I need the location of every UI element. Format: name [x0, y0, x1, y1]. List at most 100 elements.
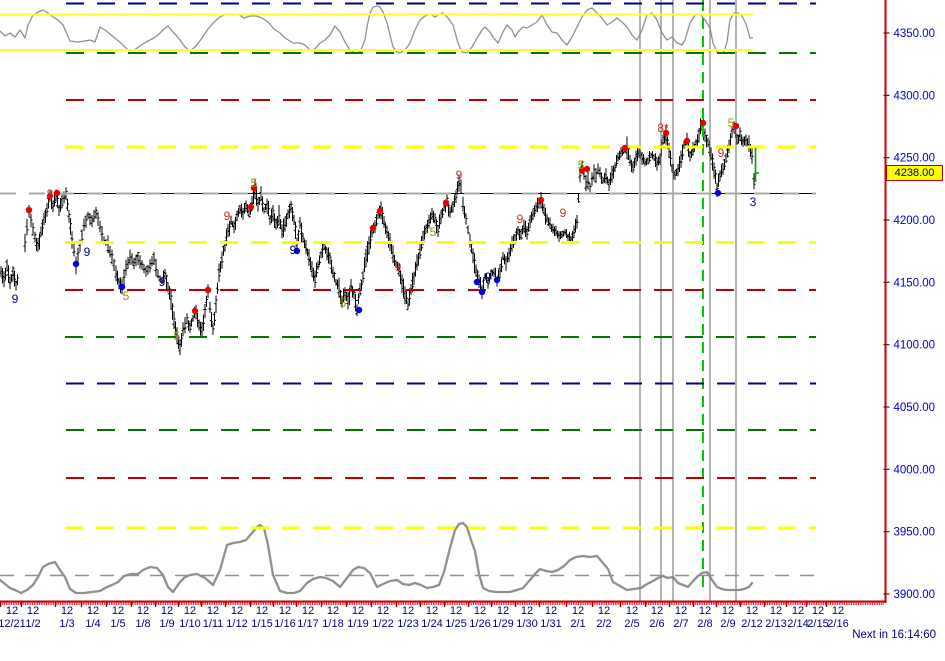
date-tick-label: 1/9 — [159, 618, 174, 630]
price-axis-label: 4100.00 — [894, 340, 936, 352]
swing-high-dot — [621, 144, 629, 152]
swing-low-dot — [355, 306, 363, 314]
swing-high-dot — [578, 166, 586, 174]
lower-oscillator-path — [0, 521, 754, 595]
next-bar-countdown: Next in 16:14:60 — [852, 629, 936, 641]
swing-high-dot — [53, 189, 61, 197]
hour-tick-label: 12 — [792, 605, 804, 617]
ohlc-bars-path[interactable] — [0, 118, 756, 355]
price-axis-label: 4200.00 — [894, 215, 936, 227]
date-tick-label: 1/10 — [179, 618, 200, 630]
next-bar-countdown-text: Next in 16:14:60 — [852, 629, 936, 641]
hour-tick-label: 12 — [722, 605, 734, 617]
hour-tick-label: 12 — [256, 605, 268, 617]
date-tick-label: 1/5 — [110, 618, 125, 630]
last-price-badge: 4238.00 — [886, 165, 943, 181]
lower-oscillator-line — [0, 521, 754, 595]
date-tick-label: 2/14 — [787, 618, 808, 630]
swing-high-dot — [732, 122, 740, 130]
date-tick-label: 1/11 — [203, 618, 224, 630]
count-label: 5 — [123, 289, 130, 303]
date-tick-label: 1/19 — [347, 618, 368, 630]
hour-tick-label: 12 — [231, 605, 243, 617]
hour-tick-label: 12 — [521, 605, 533, 617]
price-axis-label: 4250.00 — [894, 153, 936, 165]
volume-bars-path — [1, 553, 752, 600]
hour-tick-label: 12 — [626, 605, 638, 617]
date-tick-label: 1/3 — [59, 618, 74, 630]
hour-tick-label: 12 — [675, 605, 687, 617]
price-axis-label: 4300.00 — [894, 90, 936, 102]
price-bars[interactable] — [0, 118, 756, 355]
hour-tick-label: 12 — [161, 605, 173, 617]
hour-tick-label: 12 — [572, 605, 584, 617]
count-label: 9 — [159, 275, 166, 289]
count-label: 5 — [174, 329, 181, 343]
hour-tick-label: 12 — [832, 605, 844, 617]
hour-tick-label: 12 — [497, 605, 509, 617]
swing-low-dot — [493, 276, 501, 284]
last-price-value: 4238.00 — [894, 167, 935, 179]
swing-high-dot — [247, 203, 255, 211]
hour-tick-label: 12 — [112, 605, 124, 617]
hour-tick-label: 12 — [184, 605, 196, 617]
count-label: 9 — [456, 168, 463, 182]
hour-tick-label: 12 — [302, 605, 314, 617]
hour-tick-label: 12 — [426, 605, 438, 617]
swing-high-dot — [204, 286, 212, 294]
date-tick-label: 1/30 — [516, 618, 537, 630]
date-tick-label: 1/4 — [85, 618, 100, 630]
date-tick-label: 2/13 — [765, 618, 786, 630]
hour-tick-label: 12 — [87, 605, 99, 617]
day-boundary-ticks — [0, 602, 828, 607]
count-label: 8* — [657, 121, 669, 135]
swing-high-dot — [369, 224, 377, 232]
hour-tick-label: 12 — [352, 605, 364, 617]
swing-high-dot — [683, 137, 691, 145]
price-axis-label: 3950.00 — [894, 527, 936, 539]
swing-high-dot — [662, 129, 670, 137]
horizontal-price-levels[interactable] — [0, 2, 816, 577]
count-label: 9 — [395, 260, 402, 274]
vertical-grid-lines — [639, 0, 737, 601]
signal-markers: 9 8 9 5 9 5 9 5 9 5 9 5 9 9 9 9 5 8* 9 5 3 — [12, 116, 757, 343]
hour-tick-label: 12 — [27, 605, 39, 617]
date-tick-label: 2/9 — [720, 618, 735, 630]
price-axis-label: 4350.00 — [894, 28, 936, 40]
right-price-axis[interactable]: 4350.00 4300.00 4250.00 4200.00 4150.00 4100.… — [883, 0, 936, 603]
count-label: 3 — [750, 195, 757, 209]
date-tick-label: 1/24 — [421, 618, 442, 630]
date-tick-label: 2/15 — [807, 618, 828, 630]
date-tick-label: 1/31 — [540, 618, 561, 630]
volume-histogram — [1, 553, 752, 600]
count-label: 9 — [12, 292, 19, 306]
hour-tick-label: 12 — [545, 605, 557, 617]
bottom-time-axis[interactable]: 1212/21121/2121/3121/4121/5121/8121/9121… — [0, 600, 886, 631]
date-tick-label: 1/29 — [492, 618, 513, 630]
price-axis-label: 4000.00 — [894, 464, 936, 476]
hour-tick-label: 12 — [6, 605, 18, 617]
count-label: 9 — [517, 212, 524, 226]
date-tick-label: 1/22 — [372, 618, 393, 630]
swing-high-dot — [250, 184, 258, 192]
date-tick-label: 2/8 — [697, 618, 712, 630]
count-label: 9 — [224, 209, 231, 223]
count-label: 9 — [718, 146, 725, 160]
hour-tick-label: 12 — [746, 605, 758, 617]
swing-high-dot — [46, 192, 54, 200]
price-axis-label: 4050.00 — [894, 402, 936, 414]
last-bar-green — [754, 148, 759, 182]
date-tick-label: 1/15 — [251, 618, 272, 630]
count-label: 5 — [251, 176, 258, 190]
date-tick-label: 2/2 — [596, 618, 611, 630]
count-label: 9 — [485, 270, 492, 284]
swing-high-dot — [583, 165, 591, 173]
count-label: 8 — [47, 187, 54, 201]
hour-tick-label: 12 — [450, 605, 462, 617]
hour-tick-label: 12 — [598, 605, 610, 617]
upper-oscillator-line — [0, 5, 753, 54]
hour-tick-label: 12 — [651, 605, 663, 617]
hour-tick-label: 12 — [377, 605, 389, 617]
